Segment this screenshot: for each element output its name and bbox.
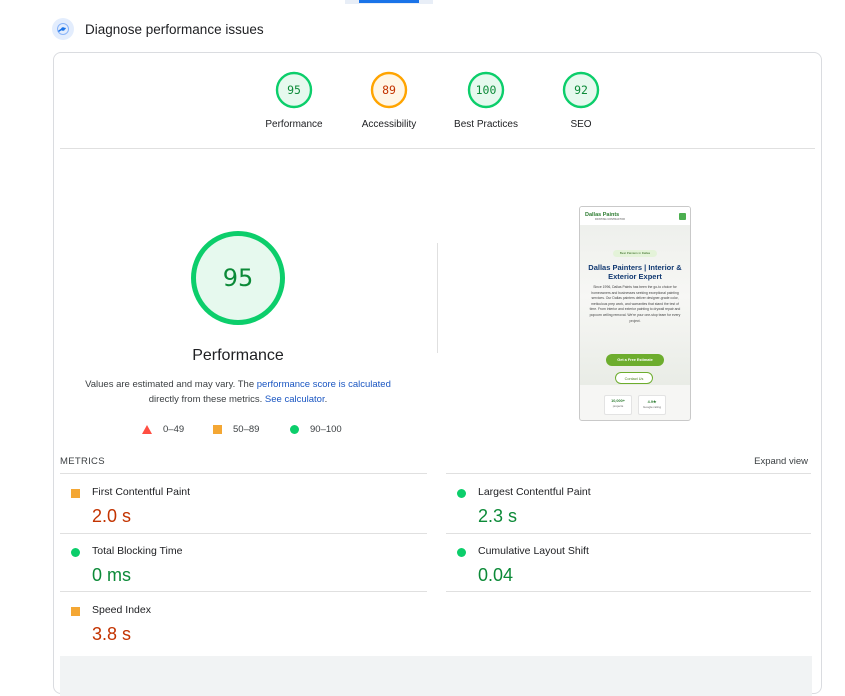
note-middle: directly from these metrics. (148, 394, 265, 405)
thumb-estimate-button: Get a Free Estimate (606, 354, 664, 366)
gauge-best-practices-label: Best Practices (454, 119, 518, 130)
see-calculator-link[interactable]: See calculator (264, 394, 325, 405)
metric-name: Cumulative Layout Shift (478, 545, 589, 557)
metric-name: Speed Index (92, 604, 151, 616)
gauge-best-practices[interactable]: 100 Best Practices (438, 71, 534, 130)
thumb-logo: Dallas Paints (585, 212, 620, 218)
thumb-navbar: Dallas Paints PAINTING CONTRACTOR (580, 207, 690, 225)
metric-value: 2.0 s (92, 506, 132, 526)
gauge-accessibility-ring: 89 (370, 71, 408, 109)
triangle-icon (142, 425, 152, 434)
thumb-stat-projects: 10,000+ projects (604, 395, 632, 415)
gauge-seo[interactable]: 92 SEO (533, 71, 629, 130)
gauges-divider (60, 148, 815, 149)
performance-title: Performance (192, 347, 284, 364)
thumb-stat-projects-label: projects (612, 404, 624, 408)
legend-average: 50–89 (213, 424, 259, 435)
thumb-body: Since 1996, Dallas Paints has been the g… (589, 285, 681, 323)
metric-name: Total Blocking Time (92, 545, 183, 557)
thumb-contact-button: Contact Us (615, 372, 653, 384)
thumb-tag: Best Painters in Dallas (613, 250, 657, 257)
thumb-logo-sub: PAINTING CONTRACTOR (595, 218, 625, 221)
metric-value: 3.8 s (92, 624, 132, 644)
metrics-heading: METRICS (60, 456, 105, 467)
gauge-seo-ring: 92 (562, 71, 600, 109)
page-screenshot-thumbnail[interactable]: Dallas Paints PAINTING CONTRACTOR Best P… (579, 206, 691, 421)
diagnose-header: Diagnose performance issues (52, 18, 264, 40)
expand-view-toggle[interactable]: Expand view (754, 456, 808, 467)
diagnose-icon (52, 18, 74, 40)
metrics-line (446, 533, 811, 534)
runtime-settings-strip (60, 656, 812, 696)
circle-icon (290, 425, 299, 434)
gauge-best-practices-ring: 100 (467, 71, 505, 109)
gauge-accessibility-label: Accessibility (361, 119, 417, 130)
metrics-line (60, 591, 427, 592)
gauge-performance-ring: 95 (275, 71, 313, 109)
legend-poor-label: 0–49 (163, 424, 185, 435)
gauge-performance[interactable]: 95 Performance (246, 71, 342, 130)
metric-value: 0 ms (92, 565, 132, 585)
gauge-accessibility-value: 89 (382, 83, 396, 97)
score-legend: 0–49 50–89 90–100 (54, 424, 821, 438)
report-card: 95 Performance 89 Accessibility 100 Best… (53, 52, 822, 696)
performance-note: Values are estimated and may vary. The p… (78, 377, 398, 407)
gauge-performance-label: Performance (265, 119, 323, 130)
diagnose-title: Diagnose performance issues (85, 21, 264, 37)
note-prefix: Values are estimated and may vary. The (85, 379, 257, 390)
thumb-title: Dallas Painters | Interior & Exterior Ex… (588, 263, 682, 281)
metric-name: Largest Contentful Paint (478, 486, 591, 498)
thumb-stat-rating: 4.9★ Google rating (638, 395, 666, 415)
note-suffix: . (324, 394, 328, 405)
circle-icon (457, 489, 466, 498)
thumb-stat-rating-value: 4.9★ (647, 400, 657, 404)
menu-icon (679, 213, 686, 220)
gauge-seo-label: SEO (570, 119, 592, 130)
legend-poor: 0–49 (142, 424, 184, 435)
gauge-best-practices-value: 100 (476, 83, 497, 97)
square-icon (71, 607, 80, 616)
metrics-line (446, 591, 811, 592)
score-calculated-link[interactable]: performance score is calculated (256, 379, 391, 390)
circle-icon (71, 548, 80, 557)
gauge-accessibility[interactable]: 89 Accessibility (341, 71, 437, 130)
gauge-performance-value: 95 (287, 83, 301, 97)
metric-value: 0.04 (478, 565, 514, 585)
metrics-line (446, 473, 811, 474)
metric-value: 2.3 s (478, 506, 518, 526)
score-gauges: 95 Performance 89 Accessibility 100 Best… (54, 53, 821, 148)
metric-name: First Contentful Paint (92, 486, 191, 498)
legend-good: 90–100 (290, 424, 342, 435)
circle-icon (457, 548, 466, 557)
metrics-line (60, 533, 427, 534)
gauge-seo-value: 92 (574, 83, 588, 97)
performance-big-gauge: 95 (191, 231, 285, 325)
legend-good-label: 90–100 (310, 424, 342, 435)
metrics-line (60, 473, 427, 474)
performance-big-score: 95 (223, 264, 254, 292)
thumb-stat-rating-label: Google rating (642, 405, 661, 409)
square-icon (71, 489, 80, 498)
top-tab-indicator (345, 0, 433, 4)
vertical-separator (437, 243, 438, 353)
thumb-stat-projects-value: 10,000+ (611, 399, 625, 403)
square-icon (213, 425, 222, 434)
legend-average-label: 50–89 (233, 424, 260, 435)
